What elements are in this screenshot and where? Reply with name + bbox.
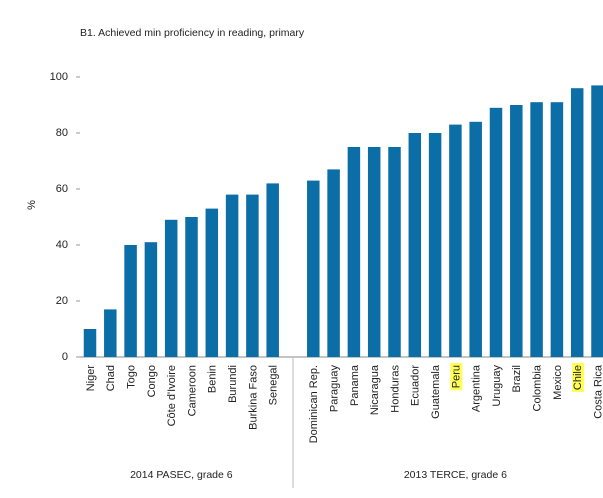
bar	[530, 102, 543, 357]
x-tick-label: Burkina Faso	[247, 365, 259, 430]
y-tick-label: 0	[62, 351, 68, 363]
x-tick-label-group: Brazil	[511, 365, 523, 393]
label-highlight	[572, 363, 585, 393]
x-tick-label-group: Ecuador	[410, 365, 422, 406]
x-tick-label-group: Senegal	[268, 365, 280, 405]
x-tick-label: Ecuador	[410, 365, 422, 406]
x-tick-label-group: Congo	[146, 365, 158, 397]
bar	[570, 88, 584, 357]
x-tick-label: Togo	[126, 365, 138, 389]
bar	[408, 133, 422, 357]
x-tick-label: Congo	[146, 365, 158, 397]
bar	[185, 217, 198, 357]
x-tick-label: Burundi	[227, 365, 239, 403]
label-highlight	[450, 363, 463, 391]
x-tick-label-group: Dominican Rep.	[308, 365, 320, 443]
x-tick-label-group: Niger	[85, 365, 97, 392]
x-tick-label-group: Honduras	[389, 365, 401, 413]
x-tick-label: Uruguay	[491, 365, 503, 407]
y-tick-label: 60	[56, 183, 68, 195]
y-tick-label: 80	[56, 127, 68, 139]
x-tick-label: Mexico	[552, 365, 564, 400]
bar	[307, 180, 320, 357]
x-tick-label-group: Burundi	[227, 365, 239, 403]
x-tick-label-group: Mexico	[552, 365, 564, 400]
x-tick-label: Honduras	[389, 365, 401, 413]
chart-title: B1. Achieved min proficiency in reading,…	[80, 27, 305, 39]
x-tick-label-group: Chile	[572, 363, 585, 393]
x-tick-label-group: Costa Rica	[592, 364, 603, 419]
bar	[266, 183, 279, 357]
bar	[164, 219, 178, 357]
x-tick-label-group: Argentina	[471, 364, 483, 412]
x-tick-label: Chad	[105, 365, 117, 391]
x-tick-label: Senegal	[268, 365, 280, 405]
bar	[327, 169, 340, 357]
x-tick-label: Nicaragua	[369, 364, 381, 415]
bar	[225, 194, 239, 357]
y-tick-label: 20	[56, 295, 68, 307]
x-tick-label: Benin	[207, 365, 219, 393]
bar	[144, 242, 158, 357]
x-tick-label: Colombia	[532, 364, 544, 411]
x-tick-label-group: Peru	[450, 363, 463, 391]
x-tick-label: Argentina	[471, 364, 483, 412]
group-label: 2014 PASEC, grade 6	[130, 469, 233, 481]
x-tick-label-group: Togo	[126, 365, 138, 389]
bar	[205, 208, 219, 357]
x-tick-label: Côte d'Ivoire	[166, 365, 178, 426]
x-tick-label-group: Uruguay	[491, 365, 503, 407]
bar	[489, 107, 503, 357]
bar	[246, 194, 259, 357]
x-tick-label-group: Cameroon	[186, 365, 198, 416]
x-tick-label: Costa Rica	[592, 364, 603, 419]
x-tick-label-group: Burkina Faso	[247, 365, 259, 430]
y-tick-label: 40	[56, 239, 68, 251]
bar	[347, 147, 361, 357]
y-tick-label: 100	[50, 71, 68, 83]
bar	[510, 105, 523, 357]
bar	[83, 329, 97, 357]
bar	[449, 124, 462, 357]
x-tick-label: Peru	[450, 365, 462, 388]
x-tick-label: Panama	[349, 364, 361, 406]
x-tick-label: Niger	[85, 365, 97, 392]
x-tick-label: Cameroon	[186, 365, 198, 416]
bar	[388, 147, 401, 357]
x-tick-label-group: Côte d'Ivoire	[166, 365, 178, 426]
bar	[469, 121, 482, 357]
x-tick-label-group: Chad	[105, 365, 117, 391]
x-tick-label-group: Panama	[349, 364, 361, 406]
y-axis-label: %	[26, 200, 38, 210]
bar	[428, 133, 442, 357]
x-tick-label-group: Nicaragua	[369, 364, 381, 415]
x-tick-label-group: Guatemala	[430, 364, 442, 419]
x-tick-label: Guatemala	[430, 364, 442, 419]
bar	[367, 147, 381, 357]
x-tick-label-group: Paraguay	[329, 365, 341, 413]
bar	[591, 85, 603, 358]
x-tick-label: Paraguay	[329, 365, 341, 413]
x-tick-label: Dominican Rep.	[308, 365, 320, 443]
x-tick-label-group: Colombia	[532, 364, 544, 411]
bar	[104, 309, 117, 357]
x-tick-label: Chile	[572, 365, 584, 390]
bar	[124, 245, 137, 357]
bar	[550, 102, 564, 357]
x-tick-label-group: Benin	[207, 365, 219, 393]
x-tick-label: Brazil	[511, 365, 523, 393]
group-label: 2013 TERCE, grade 6	[404, 469, 507, 481]
